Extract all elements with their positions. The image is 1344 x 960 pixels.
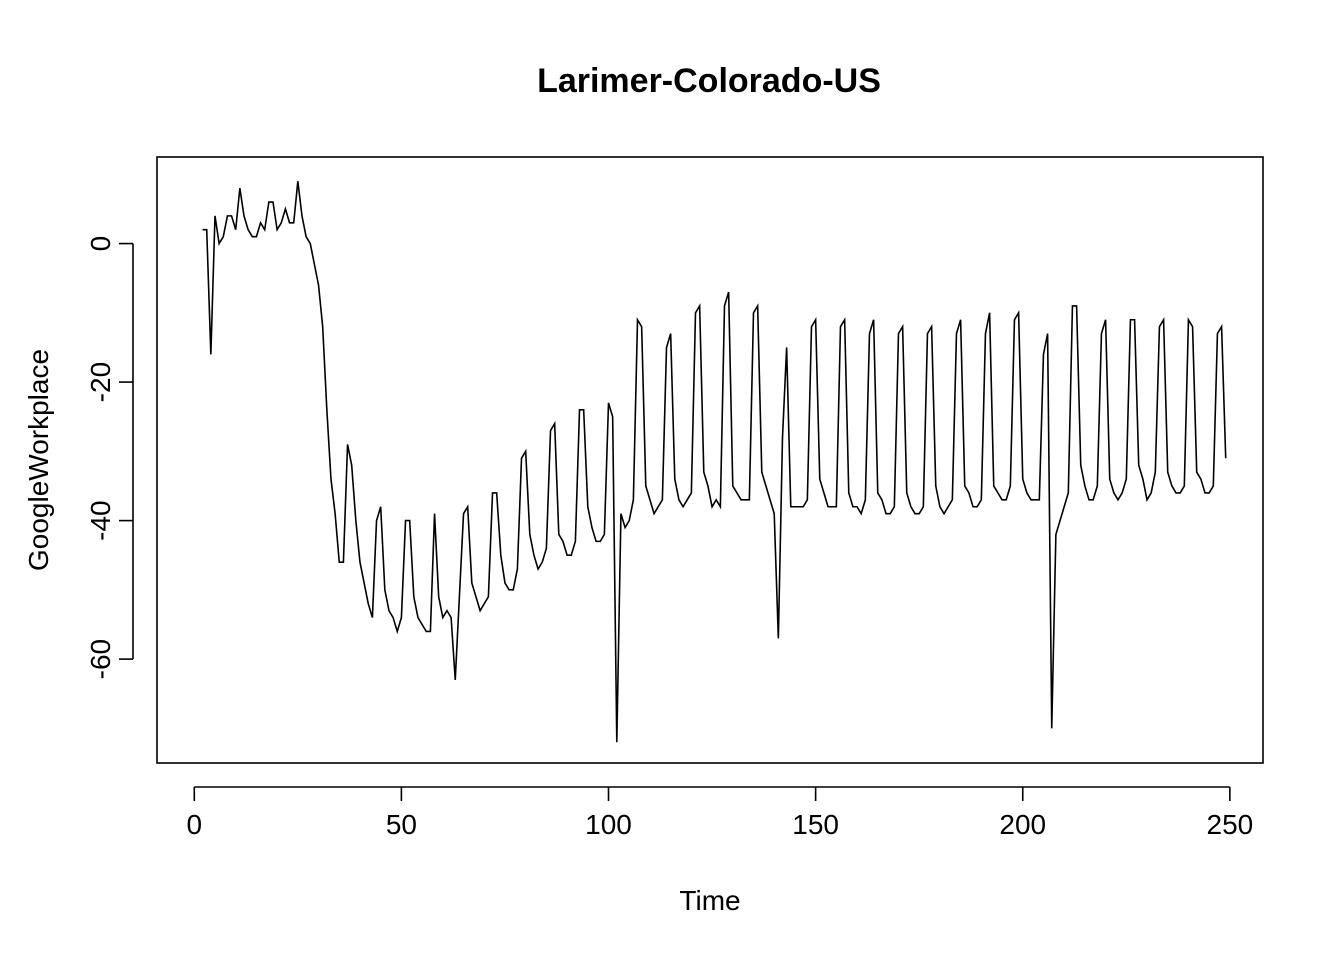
x-tick-label: 150: [792, 809, 839, 840]
y-axis-label: GoogleWorkplace: [23, 349, 54, 571]
y-tick-label: -60: [85, 639, 116, 679]
x-tick-label: 250: [1207, 809, 1254, 840]
y-tick-label: -40: [85, 500, 116, 540]
x-tick-label: 50: [386, 809, 417, 840]
x-axis: 0 50 100 150 200 250: [186, 786, 1254, 840]
y-tick-label: 0: [85, 236, 116, 252]
series-line: [202, 181, 1227, 743]
x-axis-label: Time: [679, 885, 740, 916]
x-tick-label: 100: [585, 809, 632, 840]
y-tick-label: -20: [85, 362, 116, 402]
chart-title: Larimer-Colorado-US: [537, 62, 881, 100]
y-axis: 0 -20 -40 -60: [85, 236, 134, 679]
x-tick-label: 200: [999, 809, 1046, 840]
x-tick-label: 0: [186, 809, 202, 840]
plot-frame: [156, 156, 1264, 764]
